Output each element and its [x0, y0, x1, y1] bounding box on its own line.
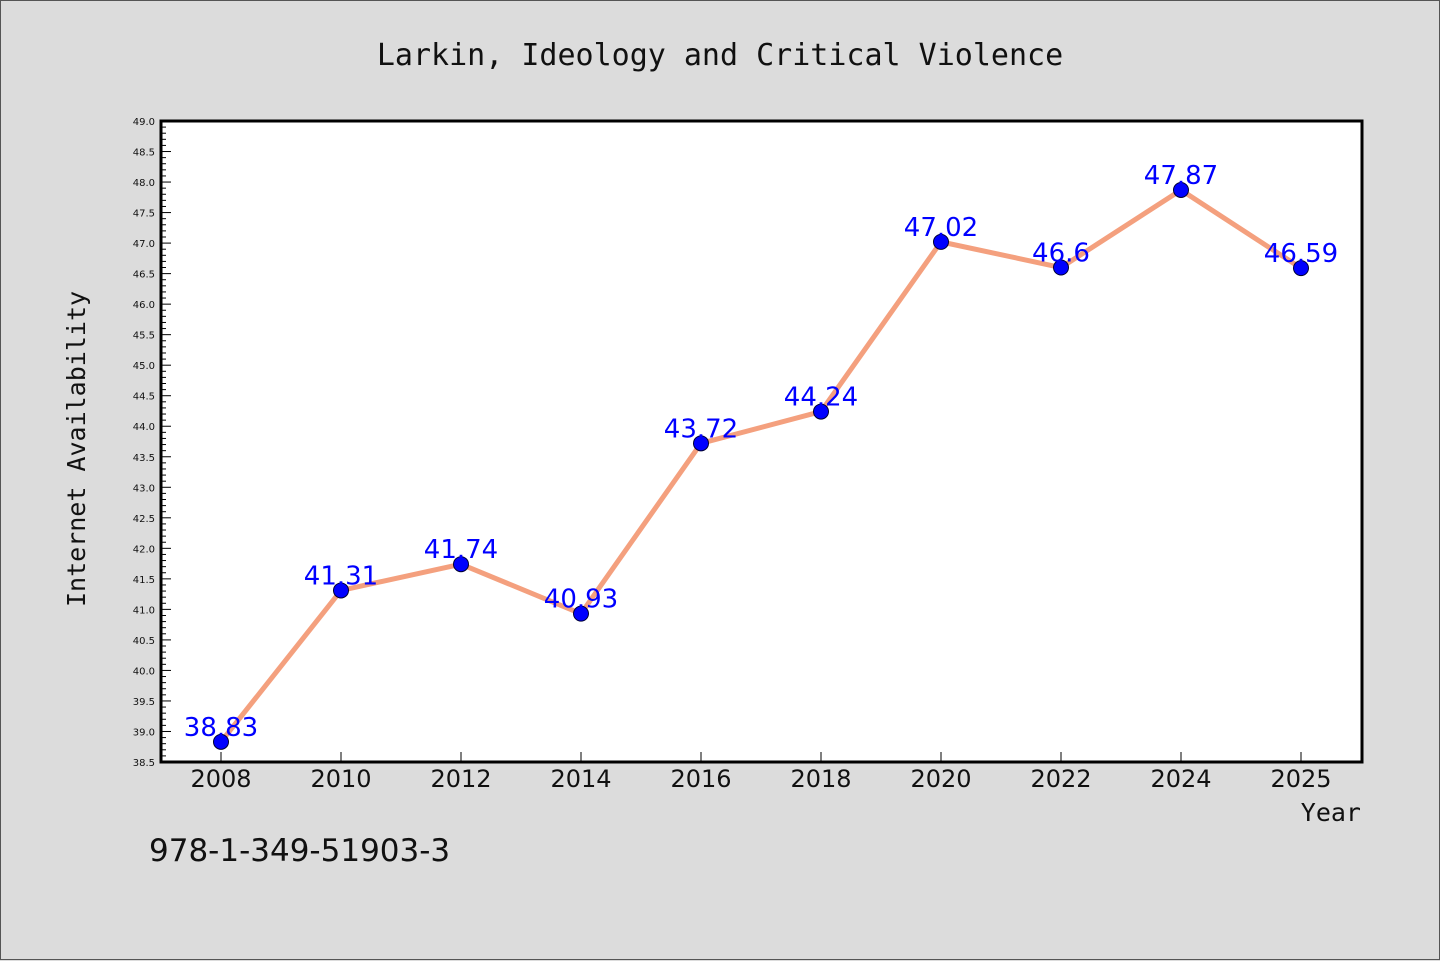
- y-tick-label: 43.5: [133, 453, 155, 464]
- chart-title: Larkin, Ideology and Critical Violence: [377, 38, 1063, 73]
- y-tick-label: 42.5: [133, 514, 155, 525]
- data-label: 47.02: [904, 213, 978, 243]
- x-tick-label: 2025: [1270, 765, 1331, 793]
- isbn-text: 978-1-349-51903-3: [149, 833, 451, 869]
- data-label: 41.31: [304, 561, 378, 591]
- y-axis-label: Internet Availability: [62, 291, 91, 607]
- y-tick-label: 47.0: [133, 239, 155, 250]
- y-tick-label: 39.0: [133, 727, 155, 738]
- data-point: [573, 605, 589, 622]
- x-tick-label: 2008: [190, 765, 251, 793]
- x-tick-label: 2014: [550, 765, 611, 793]
- y-tick-label: 40.0: [133, 666, 155, 677]
- y-tick-label: 38.5: [133, 758, 155, 769]
- y-tick-label: 44.5: [133, 392, 155, 403]
- data-point: [1053, 259, 1069, 276]
- x-tick-label: 2018: [790, 765, 851, 793]
- data-label: 38.83: [184, 713, 258, 743]
- x-tick-label: 2012: [430, 765, 491, 793]
- y-tick-label: 48.5: [133, 148, 155, 159]
- y-tick-label: 44.0: [133, 422, 155, 433]
- data-label: 41.74: [424, 535, 498, 565]
- y-tick-label: 47.5: [133, 209, 155, 220]
- x-tick-label: 2010: [310, 765, 371, 793]
- x-axis-ticks: 2008 2010 2012 2014 2016 2018 2020 2022 2024 2025: [190, 752, 1332, 793]
- x-tick-label: 2024: [1150, 765, 1211, 793]
- data-point: [933, 233, 949, 250]
- data-label: 44.24: [784, 383, 858, 413]
- y-axis-ticks: 38.5 39.0 39.5 40.0 40.5 41.0 41.5 42.0 42.5 43.0…: [133, 117, 171, 769]
- x-tick-label: 2020: [910, 765, 971, 793]
- y-tick-label: 39.5: [133, 697, 155, 708]
- data-label-layer: 38.83 41.31 41.74 40.93 43.72 44.24 47.02 46.6 4…: [184, 161, 1338, 743]
- y-tick-label: 40.5: [133, 636, 155, 647]
- data-point: [693, 435, 709, 452]
- data-point: [453, 556, 469, 573]
- data-point: [1173, 181, 1189, 198]
- series-layer: [213, 181, 1309, 750]
- data-label: 46.59: [1264, 239, 1338, 269]
- data-label: 40.93: [544, 585, 618, 615]
- data-label: 43.72: [664, 414, 738, 444]
- plot-area: [159, 119, 1364, 764]
- y-tick-label: 42.0: [133, 544, 155, 555]
- data-label: 46.6: [1032, 239, 1090, 269]
- y-tick-label: 45.0: [133, 361, 155, 372]
- y-tick-label: 46.5: [133, 270, 155, 281]
- data-point: [813, 403, 829, 420]
- x-axis-label: Year: [1301, 798, 1361, 827]
- x-tick-label: 2022: [1030, 765, 1091, 793]
- y-tick-label: 41.0: [133, 605, 155, 616]
- y-tick-label: 45.5: [133, 331, 155, 342]
- data-point: [1293, 260, 1309, 277]
- series-line: [218, 187, 1304, 745]
- y-tick-label: 48.0: [133, 178, 155, 189]
- data-point: [213, 733, 229, 750]
- y-tick-label: 43.0: [133, 483, 155, 494]
- y-tick-label: 49.0: [133, 117, 155, 128]
- data-point: [333, 582, 349, 599]
- data-label: 47.87: [1144, 161, 1218, 191]
- x-tick-label: 2016: [670, 765, 731, 793]
- y-tick-label: 46.0: [133, 300, 155, 311]
- y-tick-label: 41.5: [133, 575, 155, 586]
